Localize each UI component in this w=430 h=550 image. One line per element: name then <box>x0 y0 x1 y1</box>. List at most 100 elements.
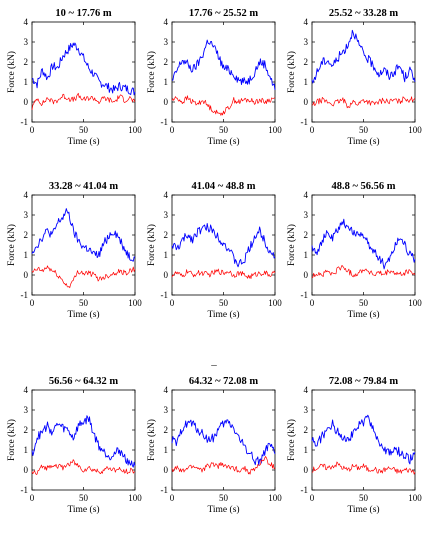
y-axis-label: Force (kN) <box>146 224 157 266</box>
x-tick-label: 0 <box>170 298 175 308</box>
y-tick-label: 1 <box>304 445 309 455</box>
y-tick-label: -1 <box>301 117 309 127</box>
y-tick-label: 1 <box>304 77 309 87</box>
x-axis-label: Time (s) <box>207 309 239 320</box>
x-axis-label: Time (s) <box>207 136 239 147</box>
x-axis-label: Time (s) <box>67 136 99 147</box>
y-axis-label: Force (kN) <box>6 419 17 461</box>
y-tick-label: 1 <box>164 445 169 455</box>
y-tick-label: 1 <box>24 77 29 87</box>
y-tick-label: -1 <box>161 117 169 127</box>
y-tick-label: 2 <box>304 425 309 435</box>
x-tick-label: 0 <box>30 125 35 135</box>
subplot-title: 64.32 ~ 72.08 m <box>189 376 259 387</box>
x-tick-label: 50 <box>219 125 229 135</box>
y-tick-label: 4 <box>164 190 169 200</box>
y-tick-label: 1 <box>304 250 309 260</box>
y-tick-label: 0 <box>164 97 169 107</box>
subplot-title: 48.8 ~ 56.56 m <box>331 181 395 192</box>
y-tick-label: 3 <box>24 405 29 415</box>
y-tick-label: 4 <box>304 17 309 27</box>
axes-box <box>31 194 136 296</box>
y-axis-label: Force (kN) <box>286 224 297 266</box>
x-axis-label: Time (s) <box>207 504 239 515</box>
x-tick-label: 0 <box>170 125 175 135</box>
y-tick-label: 2 <box>24 425 29 435</box>
axes-box <box>311 194 416 296</box>
series-line-red <box>31 92 136 110</box>
subplot-title: 56.56 ~ 64.32 m <box>49 376 119 387</box>
subplot-title: 17.76 ~ 25.52 m <box>189 8 259 19</box>
y-tick-label: 3 <box>304 37 309 47</box>
y-tick-label: 2 <box>164 425 169 435</box>
series-line-red <box>311 264 416 279</box>
y-tick-label: -1 <box>161 290 169 300</box>
y-tick-label: 4 <box>304 385 309 395</box>
y-axis-label: Force (kN) <box>146 51 157 93</box>
y-tick-label: -1 <box>301 290 309 300</box>
y-tick-label: -1 <box>21 290 29 300</box>
series-line-blue <box>31 208 135 262</box>
y-tick-label: 0 <box>24 270 29 280</box>
x-tick-label: 100 <box>408 125 422 135</box>
subplot-title: 10 ~ 17.76 m <box>55 8 111 19</box>
x-tick-label: 100 <box>268 125 282 135</box>
x-tick-label: 50 <box>79 493 89 503</box>
series-line-red <box>311 96 416 109</box>
y-tick-label: 4 <box>304 190 309 200</box>
x-axis-label: Time (s) <box>347 309 379 320</box>
x-tick-label: 50 <box>359 493 369 503</box>
x-tick-label: 100 <box>408 298 422 308</box>
axes-box <box>31 389 136 491</box>
y-tick-label: 4 <box>24 385 29 395</box>
x-tick-label: 0 <box>30 298 35 308</box>
series-line-red <box>31 459 136 475</box>
y-tick-label: 1 <box>24 445 29 455</box>
x-axis-label: Time (s) <box>67 504 99 515</box>
y-tick-label: 0 <box>24 97 29 107</box>
x-axis-label: Time (s) <box>347 136 379 147</box>
x-tick-label: 0 <box>30 493 35 503</box>
y-tick-label: 2 <box>304 230 309 240</box>
axes-box <box>311 389 416 491</box>
axes-box <box>171 21 276 123</box>
axes-box <box>171 194 276 296</box>
y-tick-label: -1 <box>301 485 309 495</box>
x-tick-label: 50 <box>359 125 369 135</box>
x-tick-label: 50 <box>359 298 369 308</box>
y-tick-label: 3 <box>304 405 309 415</box>
y-tick-label: 0 <box>24 465 29 475</box>
x-tick-label: 100 <box>128 493 142 503</box>
series-line-red <box>171 95 275 116</box>
x-tick-label: 0 <box>170 493 175 503</box>
y-tick-label: 1 <box>24 250 29 260</box>
y-tick-label: 0 <box>164 465 169 475</box>
y-tick-label: 3 <box>164 405 169 415</box>
series-line-red <box>31 265 136 289</box>
y-tick-label: 4 <box>164 17 169 27</box>
x-tick-label: 50 <box>79 298 89 308</box>
subplot-title: 33.28 ~ 41.04 m <box>49 181 119 192</box>
y-tick-label: 2 <box>24 57 29 67</box>
y-tick-label: 0 <box>164 270 169 280</box>
series-line-blue <box>171 222 276 268</box>
x-tick-label: 50 <box>219 493 229 503</box>
y-tick-label: 2 <box>24 230 29 240</box>
y-tick-label: 0 <box>304 270 309 280</box>
y-axis-label: Force (kN) <box>6 51 17 93</box>
y-tick-label: 4 <box>24 17 29 27</box>
x-tick-label: 100 <box>128 125 142 135</box>
x-tick-label: 0 <box>310 493 315 503</box>
series-line-blue <box>311 414 416 465</box>
y-axis-label: Force (kN) <box>286 51 297 93</box>
y-tick-label: 3 <box>24 37 29 47</box>
y-tick-label: 2 <box>164 57 169 67</box>
y-axis-label: Force (kN) <box>6 224 17 266</box>
y-tick-label: 3 <box>24 210 29 220</box>
